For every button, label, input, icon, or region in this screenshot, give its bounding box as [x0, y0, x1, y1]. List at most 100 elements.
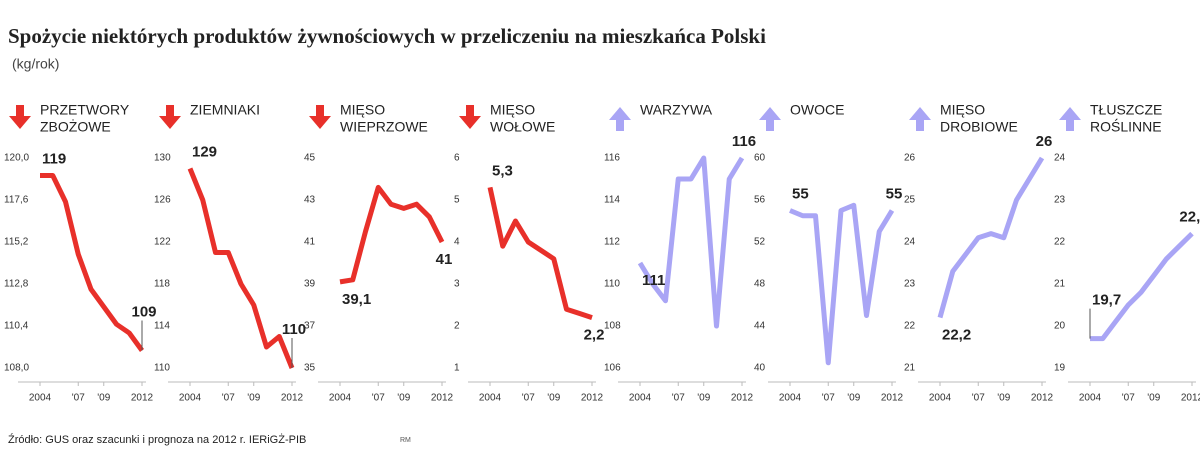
panel-title: OWOCE [790, 102, 844, 118]
y-tick-label: 39 [304, 279, 316, 290]
y-tick-label: 35 [304, 363, 316, 374]
y-tick-label: 4 [454, 237, 460, 248]
x-tick-label: 2004 [29, 393, 52, 404]
y-tick-label: 110,4 [4, 321, 29, 332]
panel-title: TŁUSZCZE [1090, 102, 1162, 118]
y-tick-label: 20 [1054, 321, 1066, 332]
panel-title: ROŚLINNE [1090, 118, 1162, 135]
value-label: 2,2 [584, 327, 605, 344]
x-tick-label: 2004 [629, 393, 652, 404]
data-line [187, 167, 295, 369]
y-tick-label: 41 [304, 237, 316, 248]
panel-title: ZBOŻOWE [40, 118, 111, 135]
y-tick-label: 114 [154, 321, 170, 332]
y-tick-label: 21 [904, 363, 916, 374]
x-tick-label: '07 [222, 393, 235, 404]
y-tick-label: 43 [304, 195, 316, 206]
y-tick-label: 115,2 [4, 237, 29, 248]
main-title: Spożycie niektórych produktów żywnościow… [8, 24, 766, 48]
x-tick-label: 2004 [929, 393, 952, 404]
x-tick-label: '07 [372, 393, 385, 404]
y-tick-label: 122 [154, 237, 171, 248]
trend-arrow [1059, 107, 1081, 131]
data-line [40, 173, 145, 352]
x-tick-label: 2004 [779, 393, 802, 404]
x-tick-label: 2012 [1181, 393, 1200, 404]
value-label: 22,2 [942, 327, 971, 344]
value-label: 129 [192, 143, 217, 160]
value-label: 116 [732, 133, 756, 150]
y-tick-label: 112 [604, 237, 620, 248]
data-line [339, 184, 445, 285]
y-tick-label: 60 [754, 153, 766, 164]
y-tick-label: 26 [904, 153, 916, 164]
panel-title: MIĘSO [340, 102, 385, 118]
x-tick-label: 2012 [881, 393, 904, 404]
x-tick-label: '09 [247, 393, 260, 404]
y-tick-label: 24 [1054, 153, 1066, 164]
x-tick-label: 2004 [179, 393, 202, 404]
panel-title: DROBIOWE [940, 119, 1018, 135]
x-tick-label: '07 [822, 393, 835, 404]
y-tick-label: 130 [154, 153, 171, 164]
trend-arrow [459, 105, 481, 129]
y-tick-label: 117,6 [4, 195, 29, 206]
y-tick-label: 21 [1054, 279, 1066, 290]
data-line [487, 186, 593, 320]
panel-title: MIĘSO [490, 102, 535, 118]
value-label: 39,1 [342, 291, 371, 308]
x-tick-label: 2004 [479, 393, 502, 404]
trend-arrow [909, 107, 931, 131]
x-tick-label: '07 [522, 393, 535, 404]
panel-title: MIĘSO [940, 102, 985, 118]
value-label: 109 [131, 303, 156, 320]
y-tick-label: 114 [604, 195, 620, 206]
y-tick-label: 25 [904, 195, 916, 206]
trend-arrow [159, 105, 181, 129]
unit: (kg/rok) [12, 56, 59, 72]
x-tick-label: '09 [547, 393, 560, 404]
y-tick-label: 106 [604, 363, 621, 374]
y-tick-label: 120,0 [4, 153, 29, 164]
y-tick-label: 126 [154, 195, 171, 206]
value-label: 26 [1036, 133, 1053, 150]
panel-title: WOŁOWE [490, 119, 555, 135]
data-line [1090, 231, 1194, 342]
y-tick-label: 6 [454, 153, 460, 164]
panel-title: WARZYWA [640, 102, 713, 118]
x-tick-label: 2012 [281, 393, 304, 404]
y-tick-label: 48 [754, 279, 766, 290]
data-line [637, 155, 745, 329]
trend-arrow [609, 107, 631, 131]
y-tick-label: 22 [904, 321, 916, 332]
y-tick-label: 3 [454, 279, 460, 290]
x-tick-label: '07 [1122, 393, 1135, 404]
y-tick-label: 45 [304, 153, 316, 164]
x-tick-label: 2012 [731, 393, 754, 404]
x-tick-label: '07 [972, 393, 985, 404]
value-label: 19,7 [1092, 292, 1121, 309]
x-tick-label: '09 [697, 393, 710, 404]
x-tick-label: '07 [672, 393, 685, 404]
credit: RM [400, 437, 411, 444]
x-tick-label: '09 [97, 393, 110, 404]
y-tick-label: 23 [904, 279, 916, 290]
x-tick-label: '09 [1147, 393, 1160, 404]
y-tick-label: 108,0 [4, 363, 29, 374]
data-line [937, 156, 1045, 319]
source: Źródło: GUS oraz szacunki i prognoza na … [8, 433, 306, 446]
panel-title: ZIEMNIAKI [190, 102, 260, 118]
y-tick-label: 110 [604, 279, 620, 290]
x-tick-label: 2012 [431, 393, 454, 404]
y-tick-label: 37 [304, 321, 316, 332]
y-tick-label: 1 [454, 363, 460, 374]
data-line [789, 202, 895, 366]
value-label: 110 [282, 321, 306, 338]
trend-arrow [759, 107, 781, 131]
x-tick-label: 2012 [131, 393, 154, 404]
x-tick-label: '07 [72, 393, 85, 404]
x-tick-label: '09 [847, 393, 860, 404]
x-tick-label: 2004 [329, 393, 352, 404]
value-label: 41 [436, 251, 453, 268]
